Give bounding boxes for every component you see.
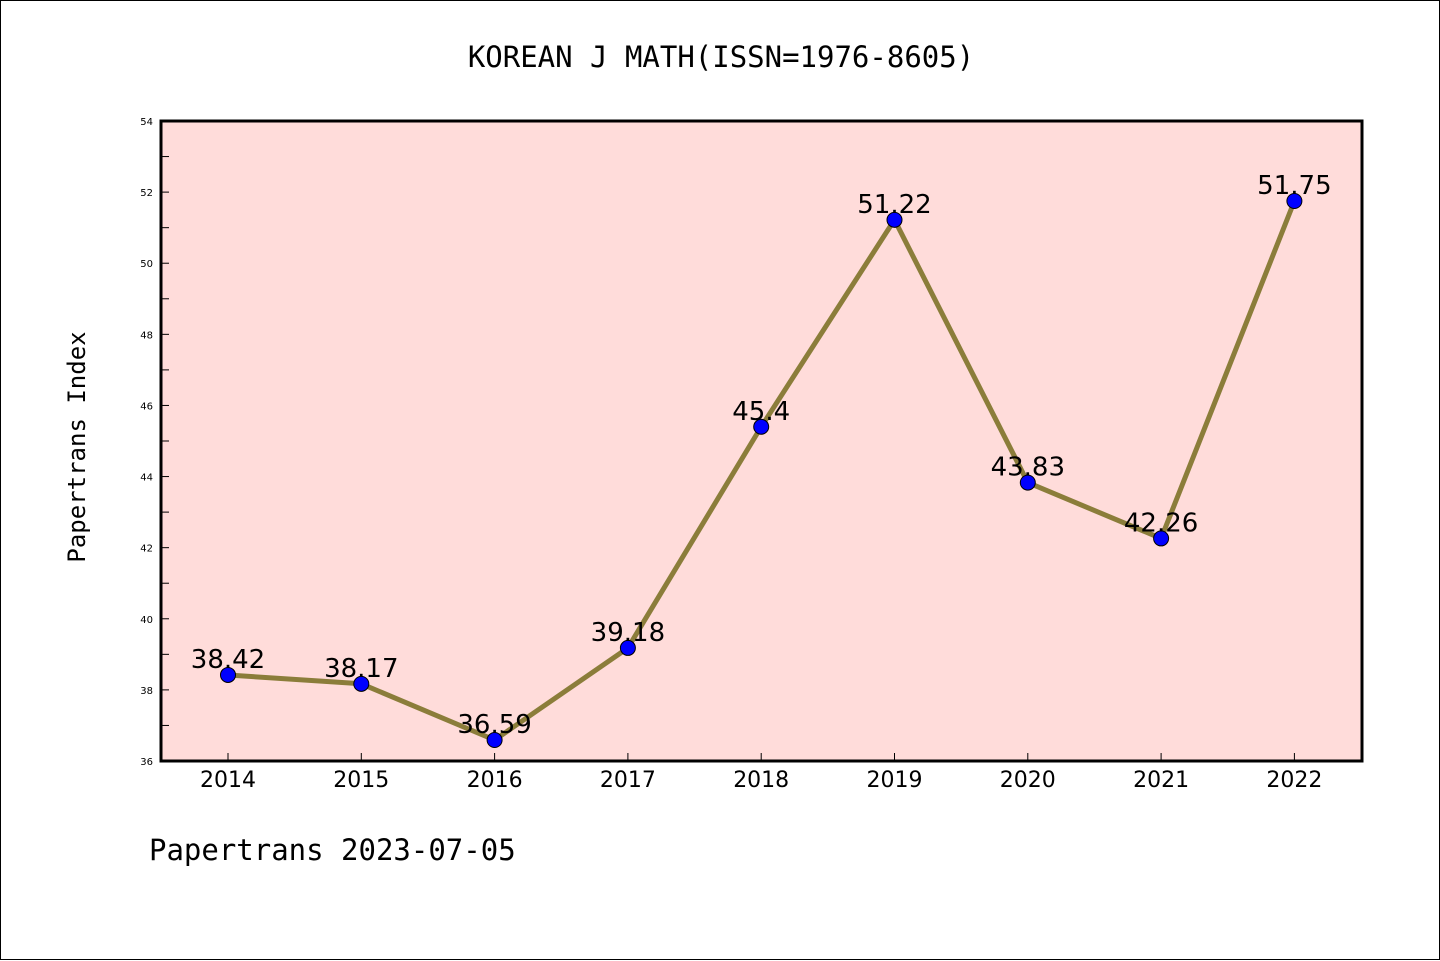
data-label: 45.4 bbox=[732, 397, 790, 427]
y-tick-label: 52 bbox=[140, 188, 153, 199]
y-tick-label: 36 bbox=[140, 757, 153, 768]
data-point bbox=[886, 211, 903, 228]
x-tick-label: 2021 bbox=[1133, 768, 1189, 793]
x-tick-label: 2020 bbox=[1000, 768, 1056, 793]
data-label: 51.75 bbox=[1257, 171, 1331, 201]
data-point bbox=[753, 418, 770, 435]
x-axis: 2014 2015 2016 2017 2018 2019 2020 2021 2022 bbox=[200, 753, 1322, 793]
y-tick-label: 44 bbox=[140, 473, 153, 484]
x-tick-label: 2016 bbox=[467, 768, 523, 793]
data-labels: 38.42 38.17 36.59 39.18 45.4 51.22 43.83 42.26 5… bbox=[191, 171, 1332, 740]
x-tick-label: 2017 bbox=[600, 768, 656, 793]
y-tick-label: 46 bbox=[140, 401, 153, 412]
data-label: 38.17 bbox=[324, 654, 398, 684]
x-tick-label: 2022 bbox=[1266, 768, 1322, 793]
x-tick-label: 2018 bbox=[733, 768, 789, 793]
y-tick-label: 48 bbox=[140, 330, 153, 341]
y-tick-label: 42 bbox=[140, 544, 153, 555]
data-label: 42.26 bbox=[1124, 508, 1198, 538]
x-tick-label: 2019 bbox=[867, 768, 923, 793]
data-point bbox=[353, 675, 370, 692]
y-tick-label: 38 bbox=[140, 686, 153, 697]
data-point bbox=[220, 666, 236, 683]
data-label: 43.83 bbox=[991, 453, 1065, 483]
y-axis-label: Papertrans Index bbox=[63, 331, 91, 562]
series-markers bbox=[220, 193, 1303, 749]
y-axis: 36 38 40 42 44 46 48 50 52 54 bbox=[140, 117, 169, 768]
data-label: 39.18 bbox=[591, 618, 665, 648]
data-point bbox=[619, 639, 636, 656]
data-label: 36.59 bbox=[457, 710, 531, 740]
y-tick-label: 40 bbox=[140, 615, 153, 626]
data-point bbox=[486, 732, 503, 749]
plot-area bbox=[159, 119, 1364, 763]
chart-title: KOREAN J MATH(ISSN=1976-8605) bbox=[468, 40, 974, 74]
data-point bbox=[1153, 530, 1170, 547]
data-point bbox=[1019, 474, 1036, 491]
data-label: 51.22 bbox=[857, 190, 931, 220]
y-tick-label: 50 bbox=[140, 259, 153, 270]
data-label: 38.42 bbox=[191, 645, 265, 675]
x-tick-label: 2015 bbox=[333, 768, 389, 793]
footer-credit: Papertrans 2023-07-05 bbox=[149, 833, 516, 867]
y-tick-label: 54 bbox=[140, 117, 153, 128]
x-tick-label: 2014 bbox=[200, 768, 256, 793]
data-point bbox=[1286, 193, 1303, 209]
